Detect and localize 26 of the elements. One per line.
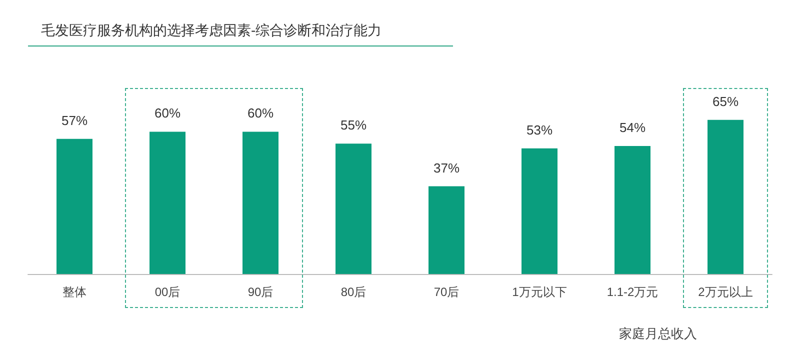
bar [150, 132, 186, 274]
x-tick-label: 2万元以上 [698, 285, 753, 299]
x-tick-label: 80后 [340, 285, 366, 299]
bar [522, 148, 558, 274]
bar [336, 144, 372, 274]
data-label: 57% [61, 112, 88, 128]
bar [708, 120, 744, 274]
x-tick-label: 90后 [248, 285, 274, 299]
bar [614, 146, 650, 274]
x-tick-label: 1.1-2万元 [606, 285, 658, 299]
bar [428, 186, 464, 274]
x-tick-label: 00后 [154, 285, 180, 299]
x-tick-label: 70后 [434, 285, 460, 299]
data-label: 53% [526, 122, 553, 138]
x-tick-label: 1万元以下 [512, 285, 567, 299]
data-label: 60% [247, 106, 274, 121]
data-label: 37% [433, 160, 460, 176]
data-label: 55% [340, 118, 367, 133]
bar [56, 138, 92, 274]
chart-title: 毛发医疗服务机构的选择考虑因素-综合诊断和治疗能力 [41, 22, 382, 38]
data-label: 60% [154, 106, 181, 121]
data-label: 65% [712, 94, 739, 109]
bar [242, 132, 278, 274]
x-tick-label: 整体 [62, 285, 86, 299]
data-label: 54% [619, 120, 646, 135]
text: 家庭月总收入 [619, 326, 697, 341]
